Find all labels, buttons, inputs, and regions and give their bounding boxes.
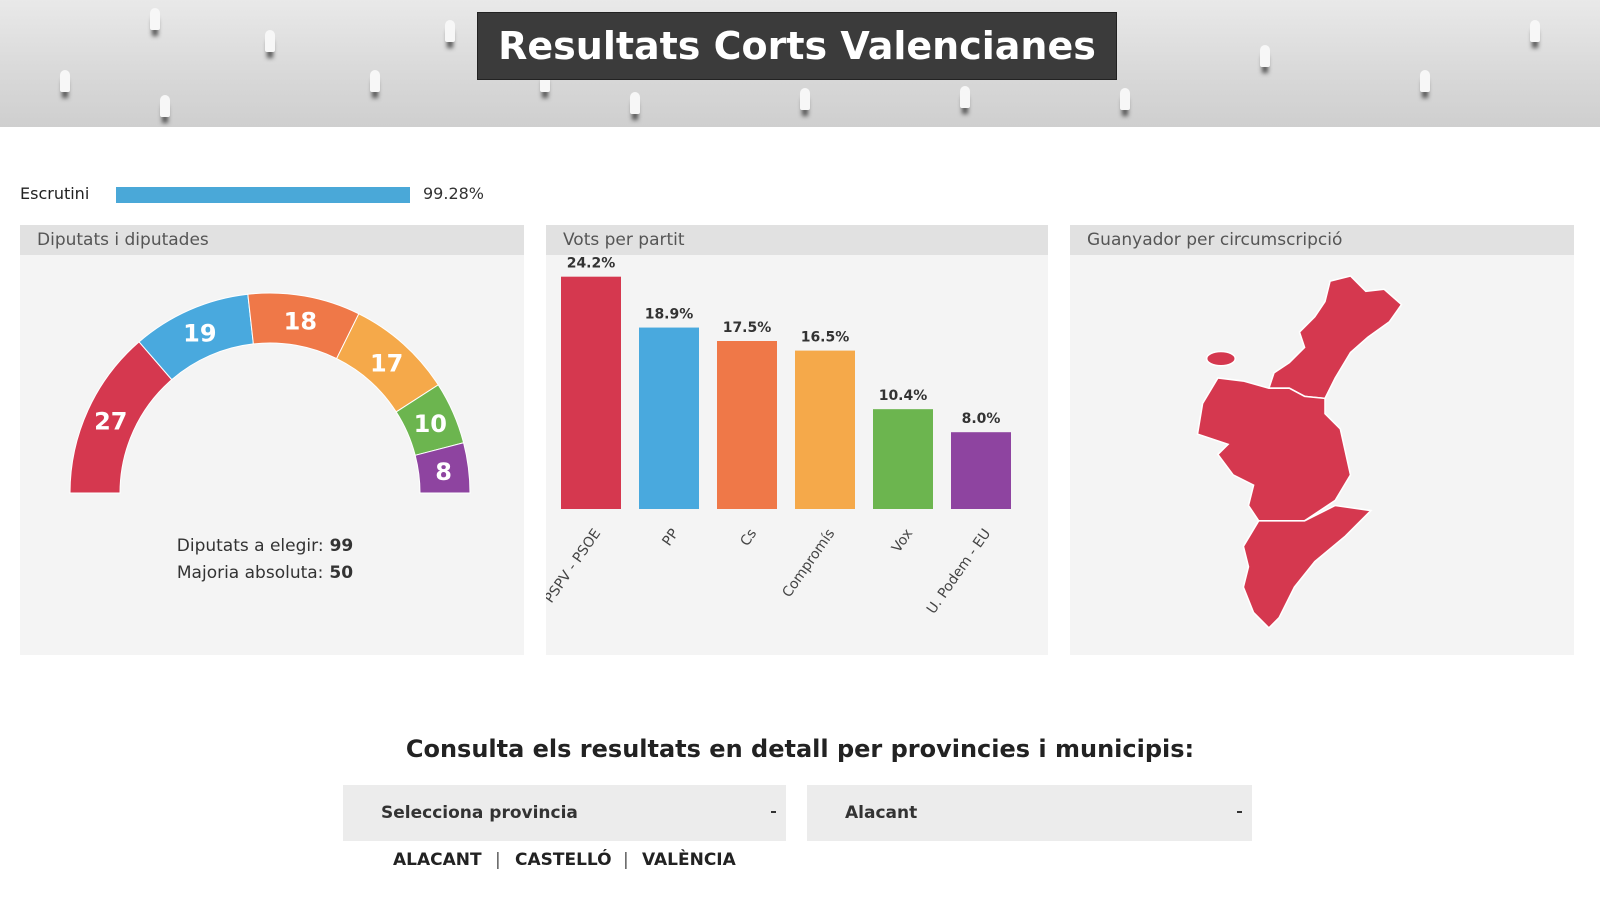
- bar: [873, 409, 933, 509]
- bar-value-label: 17.5%: [723, 320, 772, 336]
- map-region[interactable]: [1196, 377, 1352, 522]
- summary-label: Majoria absoluta:: [177, 563, 324, 583]
- seat-label: 27: [94, 407, 127, 435]
- x-tick-label: Vox: [889, 526, 916, 556]
- consult-heading: Consulta els resultats en detall per pro…: [405, 735, 1195, 763]
- separator: |: [623, 850, 629, 870]
- votes-chart: 24.2% PSPV - PSOE 18.9% PP 17.5% Cs 16.5% Compr…: [546, 256, 1011, 617]
- seat-label: 18: [284, 308, 317, 336]
- summary-line: Diputats a elegir: 99: [177, 536, 353, 556]
- seats-chart: 27 19 18 17 10 8 Diputats a elegir: 99 Majoria a…: [69, 292, 471, 583]
- panel-title: Guanyador per circumscripció: [1070, 225, 1574, 255]
- bar-value-label: 8.0%: [962, 411, 1001, 427]
- bar: [717, 341, 777, 509]
- bar: [951, 432, 1011, 509]
- seat-label: 19: [183, 320, 216, 348]
- province-link[interactable]: CASTELLÓ: [515, 850, 612, 870]
- caret: [1237, 811, 1242, 813]
- scrutiny-bar: [116, 187, 410, 203]
- panel-title: Diputats i diputades: [20, 225, 524, 255]
- map-region[interactable]: [1205, 350, 1237, 367]
- x-tick-label: U. Podem - EU: [924, 526, 994, 617]
- x-tick-label: Cs: [737, 526, 760, 549]
- bar-value-label: 10.4%: [879, 388, 928, 404]
- map-panel: Guanyador per circumscripció: [1070, 225, 1574, 655]
- summary-value: 99: [330, 536, 354, 556]
- bar: [561, 276, 621, 509]
- bar-value-label: 18.9%: [645, 307, 694, 323]
- votes-panel: 24.2% PSPV - PSOE 18.9% PP 17.5% Cs 16.5% Compr…: [546, 225, 1048, 655]
- bar: [639, 327, 699, 509]
- municipality-select[interactable]: Alacant: [807, 785, 1252, 841]
- map-region[interactable]: [1242, 504, 1373, 629]
- summary-value: 50: [329, 563, 353, 583]
- bar: [795, 350, 855, 509]
- scrutiny-value: 99.28%: [423, 184, 485, 203]
- seat-label: 10: [414, 410, 447, 438]
- scrutiny-track: [116, 187, 412, 203]
- scrutiny-label: Escrutini: [20, 184, 90, 203]
- bar-value-label: 24.2%: [567, 256, 616, 272]
- page-title: Resultats Corts Valencianes: [477, 12, 1117, 80]
- panel-title: Vots per partit: [546, 225, 1048, 255]
- map: [1196, 275, 1403, 629]
- map-region[interactable]: [1267, 275, 1403, 400]
- x-tick-label: PSPV - PSOE: [546, 526, 604, 606]
- bar-value-label: 16.5%: [801, 330, 850, 346]
- province-link[interactable]: ALACANT: [393, 850, 482, 870]
- province-select[interactable]: Selecciona provincia: [343, 785, 786, 841]
- summary-line: Majoria absoluta: 50: [177, 563, 353, 583]
- select-text: Alacant: [845, 803, 918, 823]
- seats-panel: 27 19 18 17 10 8 Diputats a elegir: 99 Majoria a…: [20, 225, 524, 655]
- seat-label: 8: [435, 458, 452, 486]
- x-tick-label: Compromís: [779, 526, 838, 600]
- separator: |: [495, 850, 501, 870]
- seat-label: 17: [370, 350, 403, 378]
- province-link[interactable]: VALÈNCIA: [642, 850, 736, 870]
- x-tick-label: PP: [659, 526, 682, 549]
- seat-segment: [414, 442, 471, 494]
- select-text: Selecciona provincia: [381, 803, 578, 823]
- summary-label: Diputats a elegir:: [177, 536, 324, 556]
- caret: [771, 811, 776, 813]
